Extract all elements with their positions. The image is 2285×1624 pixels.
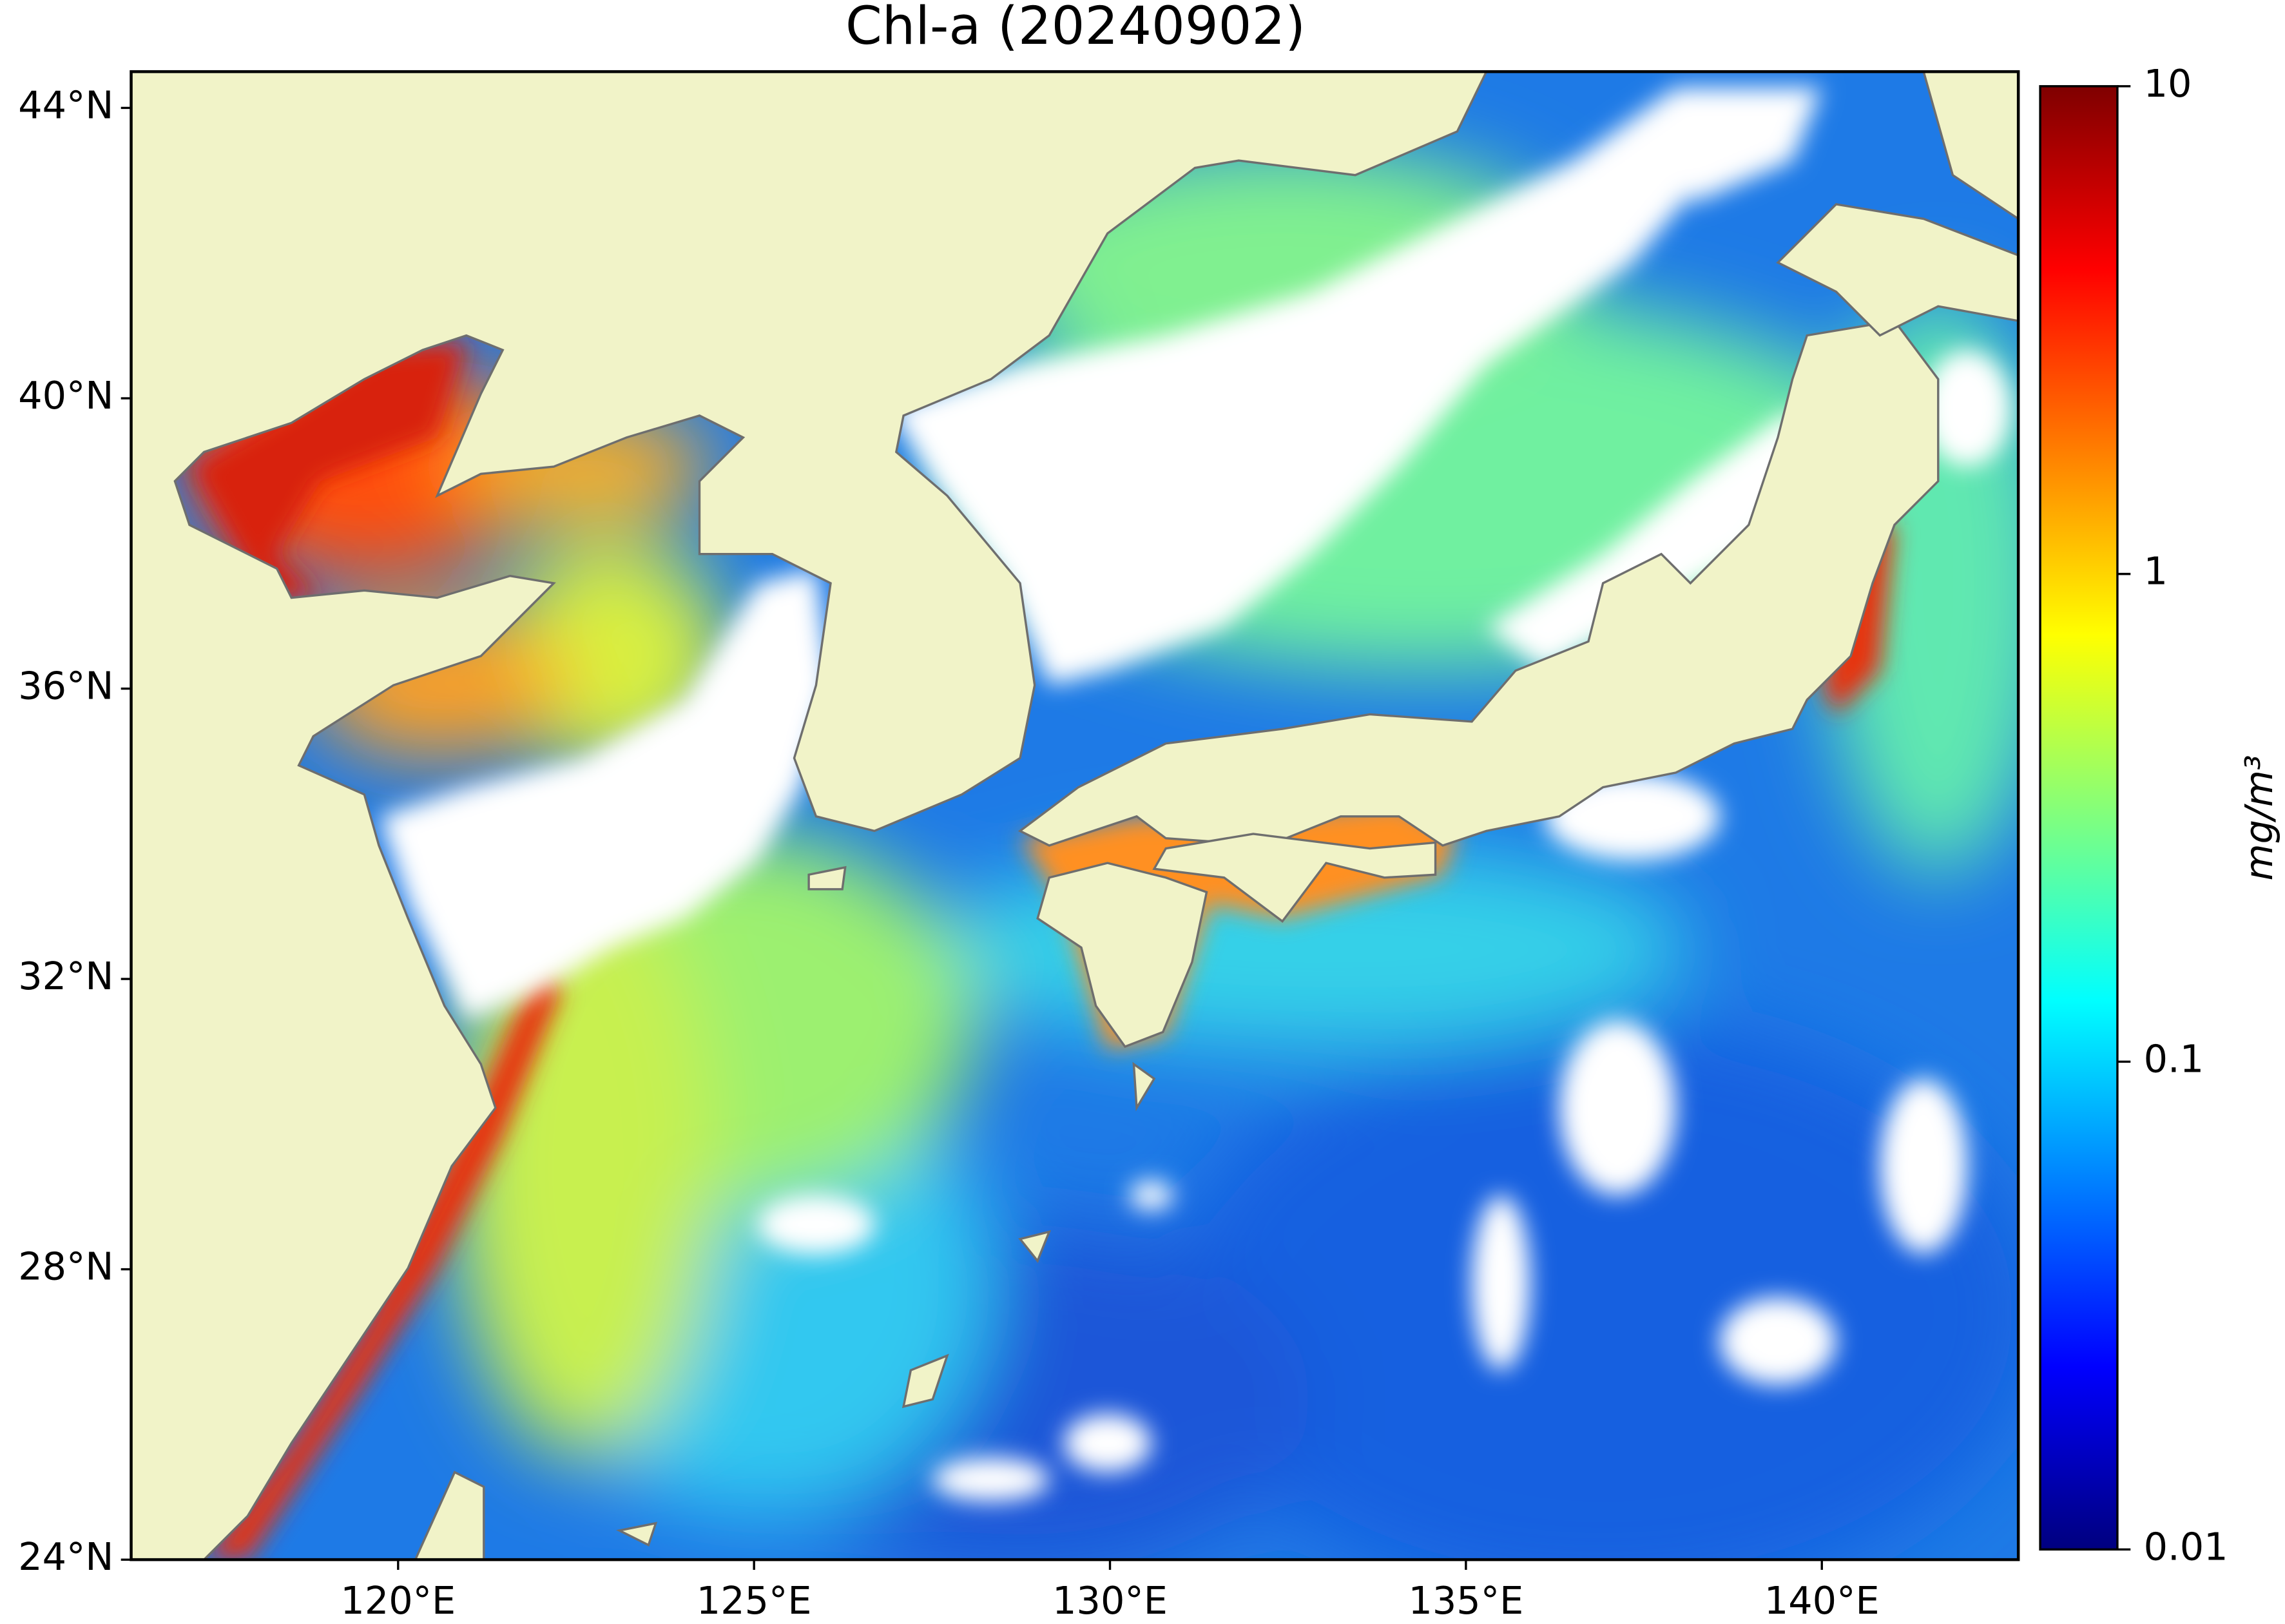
y-tick-label: 24°N (18, 1534, 113, 1579)
colorbar (2039, 85, 2119, 1551)
kyushu (1036, 862, 1208, 1049)
colorbar-tick-label: 0.1 (2144, 1037, 2204, 1081)
y-tick-label: 36°N (18, 664, 113, 708)
colorbar-tick-label: 0.01 (2144, 1524, 2228, 1569)
colorbar-tick-label: 10 (2144, 61, 2192, 106)
islands (615, 865, 1156, 1547)
x-tick-label: 120°E (340, 1578, 456, 1623)
x-tick-label: 125°E (697, 1578, 812, 1623)
x-tick-label: 140°E (1764, 1578, 1880, 1623)
y-tick-label: 28°N (18, 1244, 113, 1289)
y-tick-label: 40°N (18, 373, 113, 418)
map-area (131, 72, 2019, 1560)
sakhalin (1922, 72, 2019, 220)
hokkaido (1776, 203, 2019, 337)
colorbar-label: mg/m³ (2237, 755, 2281, 880)
taiwan (414, 1471, 485, 1560)
chart-title: Chl-a (20240902) (845, 0, 1306, 57)
colorbar-tick-label: 1 (2144, 549, 2168, 594)
y-tick-label: 44°N (18, 83, 113, 128)
shikoku (1152, 833, 1437, 923)
cloud-mask (378, 88, 2011, 1502)
x-tick-label: 135°E (1409, 1578, 1524, 1623)
continent (131, 72, 1488, 1560)
y-tick-label: 32°N (18, 954, 113, 998)
x-tick-label: 130°E (1052, 1578, 1168, 1623)
map-frame (130, 70, 2020, 1561)
